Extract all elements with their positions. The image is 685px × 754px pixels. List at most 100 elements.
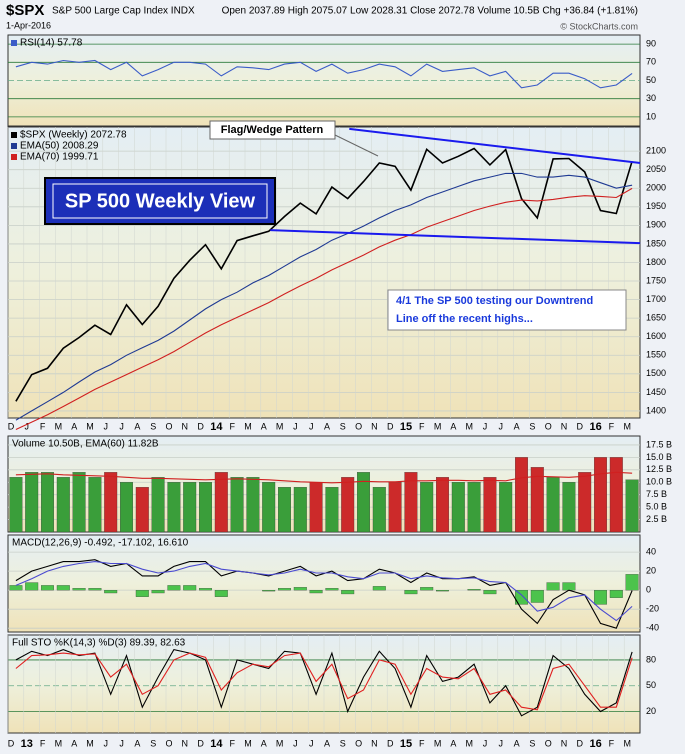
- date: 1-Apr-2016: [6, 20, 51, 30]
- x-tick-label: J: [293, 421, 298, 431]
- series-line: [15, 172, 633, 421]
- histogram: [530, 590, 544, 603]
- x-tick-label: M: [465, 421, 473, 431]
- symbol: $SPX: [6, 2, 44, 19]
- bar: [214, 472, 228, 533]
- bar: [199, 482, 212, 533]
- histogram: [167, 585, 181, 591]
- x-tick-label: M: [623, 421, 631, 431]
- y-tick-label: 1400: [646, 405, 666, 415]
- bar: [88, 477, 102, 533]
- x-tick-label: A: [514, 738, 520, 748]
- bar: [72, 472, 86, 533]
- histogram: [41, 585, 54, 591]
- index-name: S&P 500 Large Cap Index INDX: [52, 6, 195, 17]
- x-tick-label: J: [25, 421, 30, 431]
- series-line: [15, 187, 633, 430]
- callout-arrow: [334, 134, 379, 157]
- y-tick-label: 1500: [646, 368, 666, 378]
- bar: [546, 477, 560, 533]
- y-tick-label: 2000: [646, 183, 666, 193]
- x-tick-label: D: [8, 421, 15, 431]
- x-tick-label: J: [309, 738, 314, 748]
- histogram: [546, 582, 560, 591]
- y-tick-label: 10: [646, 111, 656, 121]
- bar: [56, 477, 70, 533]
- y-tick-label: 1800: [646, 257, 666, 267]
- x-tick-label: D: [577, 421, 584, 431]
- series-line: [15, 471, 633, 484]
- x-tick-label: D: [387, 421, 394, 431]
- histogram: [72, 588, 86, 591]
- panel-legend: Full STO %K(14,3) %D(3) 89.39, 82.63: [12, 638, 186, 649]
- histogram: [183, 585, 197, 591]
- histogram: [293, 587, 307, 591]
- histogram: [309, 590, 323, 594]
- y-tick-label: -40: [646, 623, 659, 633]
- y-tick-label: 80: [646, 654, 656, 664]
- bar: [309, 482, 323, 533]
- legend-entry: $SPX (Weekly) 2072.78: [20, 130, 127, 141]
- x-tick-label: M: [86, 738, 94, 748]
- y-tick-label: 0: [646, 585, 651, 595]
- histogram: [609, 590, 623, 598]
- x-tick-label: M: [244, 421, 252, 431]
- x-tick-label: O: [355, 738, 362, 748]
- y-tick-label: 2.5 B: [646, 514, 667, 524]
- x-tick-label: J: [309, 421, 314, 431]
- annotation: Flag/Wedge Pattern: [221, 124, 324, 136]
- y-tick-label: 1550: [646, 350, 666, 360]
- y-tick-label: 1650: [646, 313, 666, 323]
- x-tick-label: F: [609, 738, 615, 748]
- histogram: [325, 588, 339, 591]
- x-tick-label: F: [229, 421, 235, 431]
- x-tick-label: S: [340, 738, 346, 748]
- annotation: 4/1 The SP 500 testing our Downtrend: [396, 295, 593, 307]
- y-tick-label: 5.0 B: [646, 502, 667, 512]
- bar: [293, 487, 307, 533]
- x-tick-label: J: [119, 738, 124, 748]
- x-tick-label: S: [150, 738, 156, 748]
- histogram: [88, 588, 102, 591]
- bar: [167, 482, 181, 533]
- histogram: [262, 590, 276, 592]
- histogram: [404, 590, 418, 595]
- x-tick-label: J: [293, 738, 298, 748]
- x-tick-label: N: [182, 421, 189, 431]
- y-tick-label: 20: [646, 706, 656, 716]
- x-tick-label: A: [71, 738, 77, 748]
- histogram: [25, 582, 39, 591]
- x-tick-label: O: [545, 738, 552, 748]
- x-tick-label: M: [276, 738, 284, 748]
- x-tick-label: D: [197, 738, 204, 748]
- x-tick-label: S: [340, 421, 346, 431]
- x-tick-label: S: [529, 738, 535, 748]
- histogram: [278, 588, 291, 591]
- x-tick-label: S: [150, 421, 156, 431]
- x-tick-label: J: [483, 738, 488, 748]
- bar: [151, 477, 165, 533]
- series-line: [15, 652, 633, 711]
- x-tick-label: J: [499, 738, 504, 748]
- x-tick-label: O: [545, 421, 552, 431]
- x-tick-label: A: [261, 421, 267, 431]
- x-tick-label: N: [561, 421, 568, 431]
- series-line: [15, 59, 633, 89]
- histogram: [9, 585, 23, 591]
- y-tick-label: 10.0 B: [646, 477, 672, 487]
- histogram: [199, 588, 212, 591]
- legend-entry: EMA(70) 1999.71: [20, 152, 99, 163]
- y-tick-label: 1700: [646, 294, 666, 304]
- series-line: [15, 561, 633, 622]
- x-tick-label: A: [71, 421, 77, 431]
- bar: [341, 477, 355, 533]
- x-tick-label: M: [434, 738, 442, 748]
- histogram: [341, 590, 355, 595]
- x-tick-label: 15: [400, 738, 412, 750]
- panel-legend: MACD(12,26,9) -0.492, -17.102, 16.610: [12, 538, 189, 549]
- bar: [436, 477, 449, 533]
- legend-swatch: [11, 143, 17, 149]
- x-tick-label: 16: [589, 738, 601, 750]
- x-tick-label: 13: [21, 738, 33, 750]
